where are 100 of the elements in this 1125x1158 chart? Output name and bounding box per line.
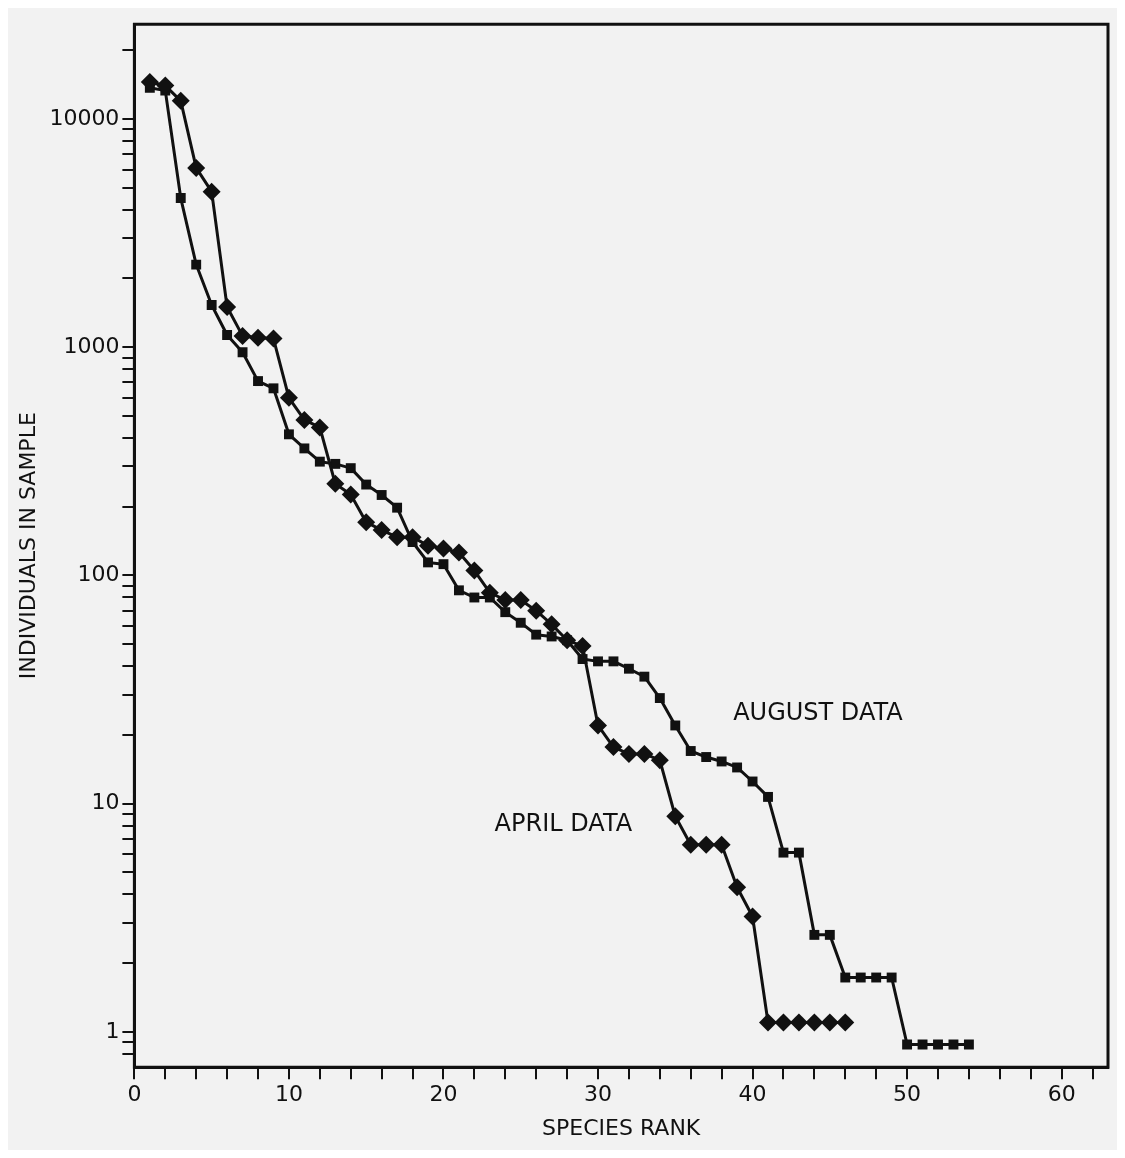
point — [264, 329, 283, 348]
point — [191, 259, 202, 270]
point — [237, 347, 248, 358]
point — [728, 878, 747, 897]
point — [314, 456, 325, 467]
point — [573, 637, 592, 656]
x-tick-label: 60 — [1047, 1081, 1076, 1107]
point — [392, 502, 403, 513]
point — [789, 1013, 808, 1032]
x-tick-label: 50 — [893, 1081, 922, 1107]
point — [619, 744, 638, 763]
point — [774, 1013, 793, 1032]
point — [639, 671, 650, 682]
point — [747, 776, 758, 787]
point — [836, 1013, 855, 1032]
point — [809, 929, 820, 940]
point — [650, 751, 669, 770]
point — [326, 474, 345, 493]
point — [372, 521, 391, 540]
point — [666, 807, 685, 826]
point — [388, 528, 407, 547]
point — [345, 463, 356, 474]
point — [279, 388, 298, 407]
point — [376, 490, 387, 500]
point — [171, 91, 190, 110]
point — [933, 1039, 943, 1050]
point — [670, 720, 681, 731]
series-label: APRIL DATA — [494, 809, 633, 838]
point — [310, 418, 329, 437]
point — [268, 383, 279, 394]
point — [546, 631, 557, 642]
point — [175, 193, 186, 204]
point — [608, 656, 619, 667]
point — [589, 716, 608, 735]
point — [453, 585, 464, 596]
point — [500, 607, 511, 618]
y-axis-title: INDIVIDUALS IN SAMPLE — [14, 412, 40, 680]
point — [902, 1039, 913, 1050]
point — [434, 539, 453, 558]
point — [253, 376, 263, 387]
y-tick-label: 100 — [77, 561, 120, 587]
point — [635, 744, 654, 763]
point — [701, 752, 712, 762]
point — [820, 1013, 839, 1032]
point — [542, 615, 561, 634]
point — [438, 559, 449, 570]
point — [218, 297, 237, 316]
point — [871, 972, 882, 983]
x-axis-title: SPECIES RANK — [542, 1114, 701, 1140]
point — [623, 663, 634, 674]
point — [805, 1013, 824, 1032]
point — [511, 591, 530, 610]
point — [593, 656, 603, 667]
point — [743, 907, 762, 926]
point — [759, 1013, 778, 1032]
point — [793, 847, 804, 858]
point — [233, 326, 252, 345]
point — [187, 158, 206, 177]
series-label: AUGUST DATA — [733, 697, 904, 726]
y-tick-label: 10000 — [49, 104, 120, 130]
point — [712, 835, 731, 854]
point — [469, 592, 480, 603]
point — [732, 762, 743, 773]
point — [299, 443, 310, 454]
point — [465, 561, 484, 580]
point — [515, 617, 526, 628]
x-tick-label: 0 — [127, 1081, 142, 1107]
point — [202, 182, 221, 201]
y-tick-label: 1000 — [63, 332, 120, 358]
point — [685, 746, 696, 756]
point — [206, 300, 217, 310]
point — [531, 629, 542, 640]
y-tick-label: 10 — [91, 789, 120, 815]
x-tick-label: 20 — [429, 1081, 458, 1107]
x-tick-label: 10 — [274, 1081, 303, 1107]
point — [697, 835, 716, 854]
point — [341, 485, 360, 504]
point — [886, 972, 897, 983]
point — [763, 791, 773, 802]
point — [840, 972, 851, 983]
point — [283, 429, 294, 440]
point — [295, 410, 314, 429]
point — [449, 543, 468, 562]
point — [963, 1039, 974, 1050]
point — [654, 693, 665, 704]
point — [681, 835, 700, 854]
x-tick-label: 30 — [584, 1081, 613, 1107]
point — [855, 972, 866, 983]
point — [716, 756, 727, 767]
point — [558, 631, 577, 650]
point — [496, 591, 515, 610]
point — [357, 513, 376, 532]
point — [249, 328, 268, 347]
point — [604, 738, 623, 757]
point — [824, 929, 835, 940]
point — [527, 601, 546, 620]
point — [361, 479, 372, 490]
point — [419, 536, 438, 555]
point — [423, 557, 433, 568]
y-tick-label: 1 — [105, 1017, 120, 1043]
